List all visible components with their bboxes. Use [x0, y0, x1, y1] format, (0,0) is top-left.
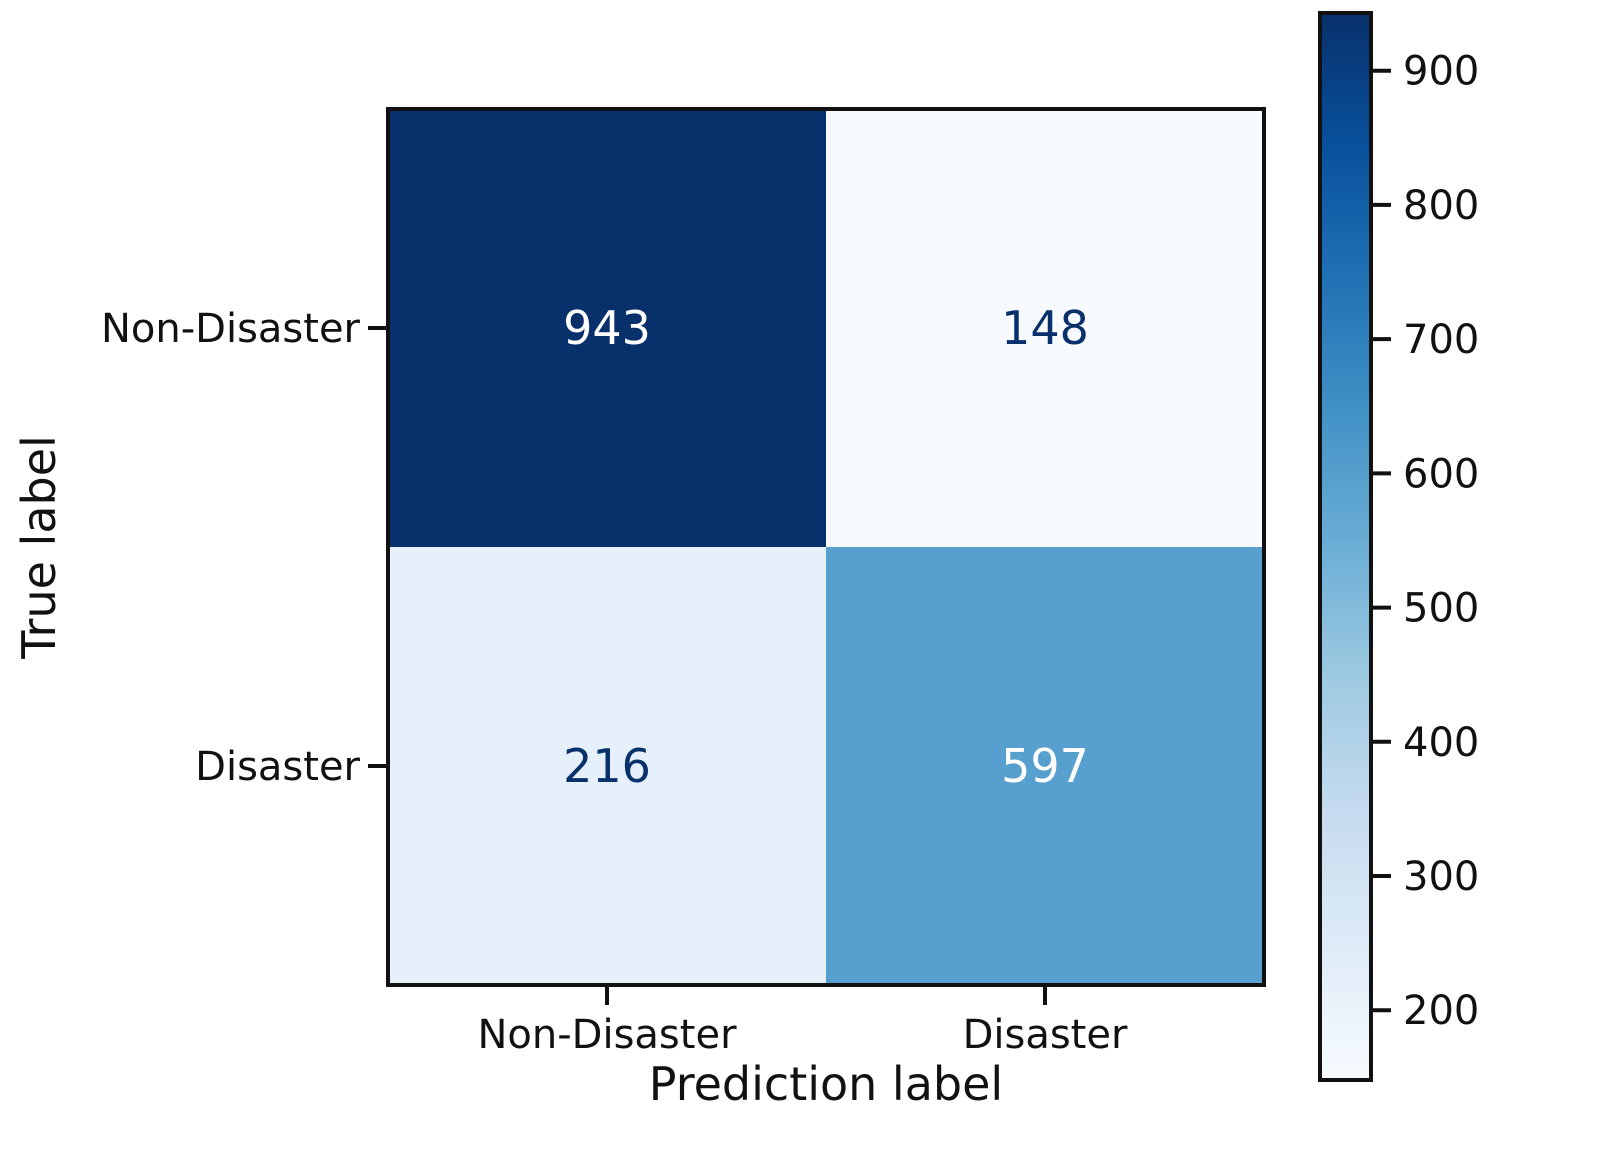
- colorbar-tick-label: 200: [1403, 988, 1479, 1034]
- colorbar-tick-label: 400: [1403, 720, 1479, 766]
- x-axis-label: Prediction label: [649, 1057, 1003, 1111]
- cell-value-label: 943: [563, 301, 651, 355]
- plot-frame: [386, 107, 1266, 987]
- y-tick-label: Non-Disaster: [101, 306, 361, 352]
- heatmap-cell-r1-c0: [388, 547, 827, 986]
- cell-value-label: 597: [1001, 739, 1089, 793]
- heatmap-cells: [388, 109, 1265, 986]
- colorbar-tick-label: 700: [1403, 317, 1479, 363]
- colorbar-ticks: 200 300 400 500 600 700 800 900: [1371, 49, 1479, 1034]
- colorbar: [1318, 11, 1373, 1082]
- x-tick-label: Non-Disaster: [477, 1012, 737, 1058]
- x-axis-ticks: Non-Disaster Disaster: [477, 985, 1128, 1058]
- colorbar-tick-label: 900: [1403, 49, 1479, 95]
- heatmap-cell-r0-c1: [826, 109, 1265, 548]
- cell-value-label: 148: [1001, 301, 1089, 355]
- colorbar-tick-label: 600: [1403, 451, 1479, 497]
- heatmap-cell-labels: 943 148 216 597: [563, 301, 1089, 793]
- colorbar-tick-label: 800: [1403, 183, 1479, 229]
- x-tick-label: Disaster: [963, 1012, 1128, 1058]
- colorbar-tick-label: 500: [1403, 586, 1479, 632]
- heatmap-cell-r0-c0: [388, 109, 827, 548]
- cell-value-label: 216: [563, 739, 651, 793]
- colorbar-tick-label: 300: [1403, 854, 1479, 900]
- y-axis-label: True label: [12, 435, 66, 660]
- y-tick-label: Disaster: [195, 744, 360, 790]
- y-axis-ticks: Non-Disaster Disaster: [101, 306, 388, 790]
- heatmap-cell-r1-c1: [826, 547, 1265, 986]
